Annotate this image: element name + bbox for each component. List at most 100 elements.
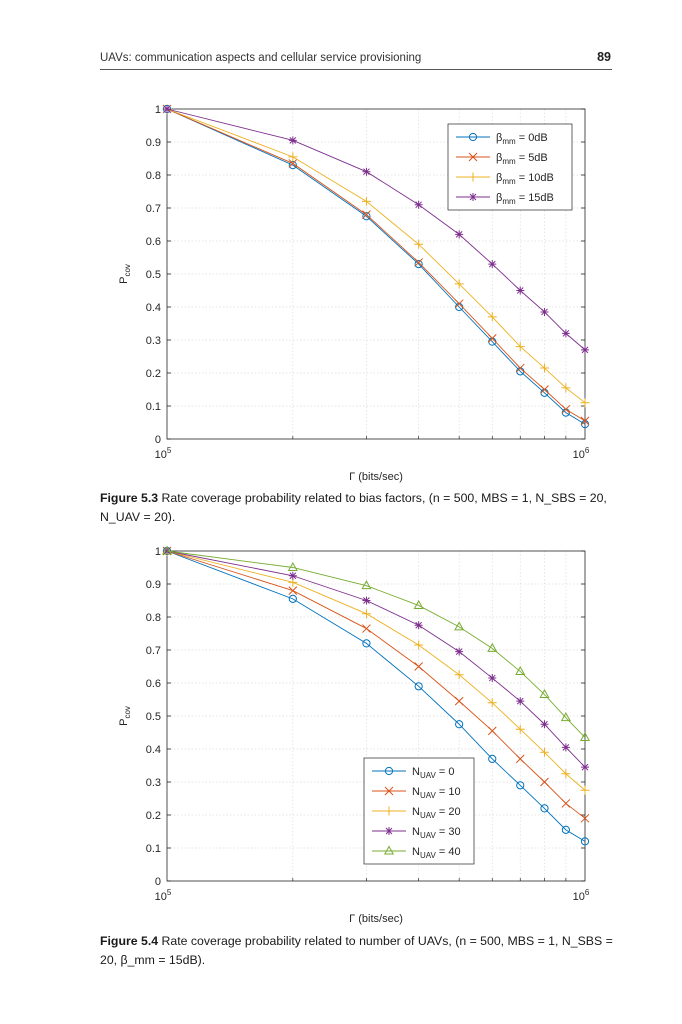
chart0-legend-marker-1 xyxy=(468,152,478,162)
chart1-series-1-point-7 xyxy=(540,777,549,787)
chart0-series-3-point-2 xyxy=(362,167,371,176)
chart0-series-1-point-8 xyxy=(561,404,571,414)
chart0-ylabel: Pcov xyxy=(118,264,132,284)
chart0-series-1-point-5 xyxy=(487,333,497,343)
chart1-series-4-line xyxy=(166,550,586,738)
chart0-series-2-line xyxy=(166,108,586,404)
chart0-legend-label-1: βmm = 5dB xyxy=(496,152,548,166)
chart1-series-1-point-5 xyxy=(487,726,497,736)
chart1-legend-label-0: NUAV = 0 xyxy=(412,766,454,780)
chart1-xtick-label-0: 105 xyxy=(155,888,172,903)
chart1-series-2-point-9 xyxy=(580,785,590,795)
chart1-series-4-point-0 xyxy=(161,545,173,555)
figure-5-3-caption-text: Rate coverage probability related to bia… xyxy=(161,491,426,505)
chart0-series-3-point-1 xyxy=(288,136,297,145)
chart1-series-0-point-5 xyxy=(488,754,497,763)
chart0-legend-box xyxy=(447,123,573,211)
chart1-series-3-point-5 xyxy=(488,674,497,683)
chart0-series-3 xyxy=(163,105,589,354)
header-title: UAVs: communication aspects and cellular… xyxy=(100,52,422,64)
chart1-legend-marker-3 xyxy=(385,827,393,835)
chart1-series-0-point-2 xyxy=(362,639,371,648)
chart0-series-2-point-7 xyxy=(539,363,549,373)
chart0-series-3-point-0 xyxy=(163,105,171,113)
chart0-legend-label-0: βmm = 0dB xyxy=(496,132,548,146)
chart1-series-0-point-8 xyxy=(561,825,570,834)
chart1-series-3-point-2 xyxy=(362,596,371,605)
chart1-series-2-point-2 xyxy=(361,609,371,619)
chart1-series-2-point-6 xyxy=(515,724,525,734)
chart0-series-1-point-1 xyxy=(288,159,298,168)
chart0-legend-marker-0 xyxy=(468,132,478,142)
chart1-series-4-point-5 xyxy=(487,642,498,652)
chart0-legend-label-2: βmm = 10dB xyxy=(496,172,554,186)
chart1-series-2-point-3 xyxy=(414,640,424,650)
chart0-series-2-point-6 xyxy=(515,342,525,352)
chart1-ytick-label-0: 0 xyxy=(155,876,161,888)
figure-5-3-caption: Figure 5.3 Rate coverage probability rel… xyxy=(100,489,615,527)
chart1-legend-marker-1 xyxy=(384,786,394,796)
chart1-series-4-point-4 xyxy=(454,621,465,631)
chart1-series-0-point-6 xyxy=(516,781,525,790)
chart1-legend-marker-4 xyxy=(383,845,395,855)
chart0-series-1-point-3 xyxy=(414,258,424,267)
chart0-series-2-point-4 xyxy=(454,279,464,289)
chart0-series-3-line xyxy=(166,108,586,351)
chart1-series-4-point-3 xyxy=(413,599,424,609)
chart0-series-2 xyxy=(162,104,590,408)
chart1-ytick-label-4: 0.4 xyxy=(146,744,161,756)
chart1-series-2-point-7 xyxy=(539,747,549,757)
chart1-legend-label-4: NUAV = 40 xyxy=(412,846,461,860)
chart1-series-4-point-1 xyxy=(287,561,298,571)
figure-5-4-caption: Figure 5.4 Rate coverage probability rel… xyxy=(100,932,615,970)
chart1-ytick-label-2: 0.2 xyxy=(146,810,161,822)
chart1-legend-label-1: NUAV = 10 xyxy=(412,786,461,800)
chart1-series-4-point-2 xyxy=(361,580,372,590)
chart0-ytick-label-5: 0.5 xyxy=(146,269,161,281)
chart1-series-3-point-8 xyxy=(561,743,570,752)
chart1-ytick-label-8: 0.8 xyxy=(146,612,161,624)
chart0-series-3-point-6 xyxy=(516,286,525,295)
chart1-series-3-point-4 xyxy=(455,647,464,656)
chart0-grid xyxy=(167,109,585,439)
chart0-ytick-label-8: 0.8 xyxy=(146,170,161,182)
running-header: UAVs: communication aspects and cellular… xyxy=(100,50,612,70)
chart1-series-2-point-4 xyxy=(454,670,464,680)
chart1-series-3-point-3 xyxy=(414,621,423,630)
chart1-series-2-line xyxy=(166,550,586,791)
chart1-series-1-point-9 xyxy=(580,813,590,823)
chart1-series-2-point-8 xyxy=(561,769,571,779)
chart1-legend-marker-0 xyxy=(384,766,394,776)
chart1-legend-label-2: NUAV = 20 xyxy=(412,806,461,820)
chart0-series-1-point-2 xyxy=(362,210,371,219)
chart0-ytick-label-10: 1 xyxy=(155,104,161,116)
chart1-ytick-label-3: 0.3 xyxy=(146,777,161,789)
chart0-ytick-label-4: 0.4 xyxy=(146,302,161,314)
chart0-series-3-point-4 xyxy=(455,230,464,239)
chart0-series-0-point-1 xyxy=(288,161,297,170)
chart1-ylabel: Pcov xyxy=(118,706,132,726)
chart0-series-3-point-7 xyxy=(540,307,549,316)
chart1-series-3-point-9 xyxy=(581,763,589,772)
chart0-series-0-line xyxy=(166,108,586,425)
figure-5-4-label: Figure 5.4 xyxy=(100,934,159,948)
chart1-ytick-label-7: 0.7 xyxy=(146,645,161,657)
chart1-legend-marker-2 xyxy=(384,806,394,816)
chart1-series-0-line xyxy=(166,550,586,842)
chart1-series-0-point-3 xyxy=(414,682,423,691)
chart1-series-1-point-2 xyxy=(362,624,371,633)
chart1-ytick-label-6: 0.6 xyxy=(146,678,161,690)
chart1-ytick-label-10: 1 xyxy=(155,546,161,558)
chart1-series-1-line xyxy=(166,550,586,819)
chart0-series-2-point-9 xyxy=(580,398,590,408)
page-number: 89 xyxy=(597,50,611,64)
chart1-series-1-point-3 xyxy=(414,662,424,671)
chart1-series-3-line xyxy=(166,550,586,768)
chart1-series-4-point-9 xyxy=(579,731,591,741)
chart0-series-2-point-2 xyxy=(361,196,371,206)
chart0-series-1-line xyxy=(166,108,586,422)
chart1-ytick-label-1: 0.1 xyxy=(146,843,161,855)
chart0-series-1-point-4 xyxy=(454,299,464,309)
chart1-legend-label-3: NUAV = 30 xyxy=(412,826,461,840)
chart0-legend: βmm = 0dB βmm = 5dB βmm = 10dB βmm = 15dB xyxy=(447,123,573,211)
